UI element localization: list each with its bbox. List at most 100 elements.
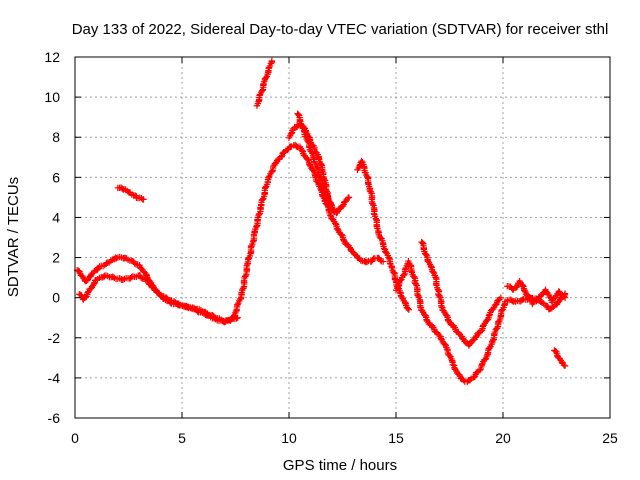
data-point [419,239,426,247]
data-point [438,304,445,311]
data-point [345,194,353,201]
data-point [338,231,345,238]
data-point [306,161,314,169]
plot-border [74,56,611,419]
y-tick-label: 2 [52,250,60,266]
x-tick-label: 25 [602,430,618,446]
x-tick-label: 20 [495,430,511,446]
data-point [561,290,569,297]
data-point [466,376,474,384]
data-point [211,314,218,321]
data-point [400,271,408,279]
data-point [415,292,422,300]
data-point [482,356,489,363]
data-point [349,248,356,255]
data-point [332,220,339,227]
series-track-j [114,184,147,203]
data-point [456,371,463,378]
y-tick-label: 10 [44,89,60,105]
y-tick-label: -2 [48,330,61,346]
data-point [394,283,402,290]
data-point [119,276,127,284]
y-tick-label: -6 [48,410,61,426]
data-point [340,236,347,244]
series-track-e [354,157,413,313]
data-points [73,57,569,386]
data-point [398,293,406,301]
y-tick-label: -4 [48,370,61,386]
data-point [151,285,159,293]
data-point [437,335,445,343]
data-point [546,293,554,301]
series-track-b [76,141,387,325]
data-point [452,366,459,373]
data-point [298,121,305,129]
data-point [287,130,295,138]
data-point [476,366,484,374]
data-point [358,157,365,165]
data-point [376,257,384,264]
y-tick-label: 6 [52,169,60,185]
data-point [560,361,568,369]
data-point [326,211,334,219]
data-point [538,298,546,306]
data-point [497,294,505,301]
y-tick-label: 4 [52,209,60,225]
data-point [404,305,411,312]
series-track-k [253,57,276,109]
data-point [405,306,413,313]
chart-title: Day 133 of 2022, Sidereal Day-to-day VTE… [72,21,609,38]
data-point [268,57,276,65]
series-track-f [392,257,509,386]
data-point [488,341,495,348]
data-point [318,161,325,168]
data-point [82,294,89,301]
data-point [548,305,556,312]
data-point [234,301,241,308]
data-point [446,352,453,359]
data-point [230,313,237,320]
data-point [555,288,562,295]
y-axis-label: SDTVAR / TECUs [5,177,22,297]
series-track-g [418,238,505,349]
data-point [265,173,272,181]
x-tick-label: 5 [178,430,186,446]
data-point [202,309,210,316]
data-point [519,282,527,289]
tick-labels: 0 5 10 15 20 25 -6 -4 -2 0 2 4 6 8 10 12 [44,49,618,446]
x-axis-label: GPS time / hours [283,457,397,474]
data-point [561,362,569,370]
data-point [379,258,387,265]
data-point [342,198,349,205]
x-tick-label: 0 [71,430,79,446]
data-point [131,260,138,267]
data-point [436,292,443,300]
data-point [262,74,270,82]
data-point [314,178,321,186]
data-point [486,344,493,352]
ticks [74,56,611,419]
data-point [412,280,420,288]
series-track-l [551,347,569,370]
y-tick-label: 12 [44,49,60,65]
data-point [380,245,388,252]
data-point [138,265,145,272]
y-tick-label: 8 [52,129,60,145]
data-point [272,160,279,167]
data-point [430,268,437,276]
data-point [88,270,95,278]
data-point [140,196,147,203]
data-point [422,251,430,258]
series-track-i [504,290,569,313]
x-tick-label: 10 [281,430,297,446]
y-tick-label: 0 [52,290,60,306]
data-point [369,200,376,208]
data-point [137,274,145,281]
data-point [390,269,398,276]
data-point [175,300,182,307]
x-tick-label: 15 [388,430,404,446]
data-point [521,287,528,294]
series-track-d [294,110,353,217]
